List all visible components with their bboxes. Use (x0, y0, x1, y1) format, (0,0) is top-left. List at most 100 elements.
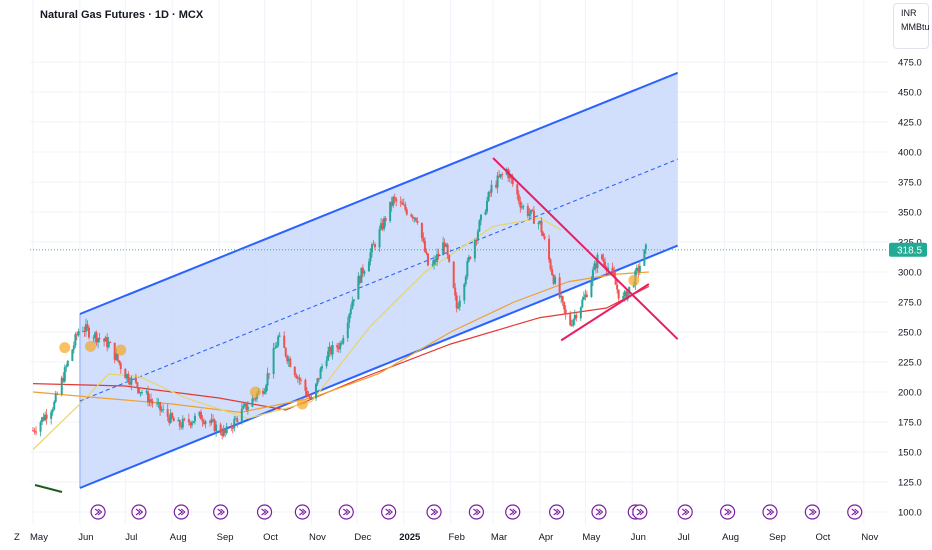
event-marker[interactable] (294, 504, 310, 520)
candle-body (310, 398, 313, 400)
candle-body (213, 419, 216, 432)
event-marker[interactable] (381, 504, 397, 520)
y-tick-label: 450.0 (898, 88, 922, 99)
forward-icon (217, 508, 225, 516)
event-marker[interactable] (90, 504, 106, 520)
candle-body (607, 267, 610, 272)
candle-body (201, 419, 204, 422)
highlight-dot (249, 386, 261, 398)
event-marker[interactable] (468, 504, 485, 520)
candle-body (190, 422, 193, 426)
highlight-dot (115, 344, 127, 356)
event-marker[interactable] (173, 504, 189, 520)
event-marker[interactable] (256, 504, 273, 520)
event-markers[interactable] (90, 504, 863, 520)
y-tick-label: 100.0 (898, 508, 922, 519)
event-marker[interactable] (213, 504, 229, 520)
moving-average-line (32, 285, 650, 411)
event-marker[interactable] (804, 504, 820, 520)
candle-body (479, 214, 482, 221)
x-tick-label: Dec (354, 532, 371, 543)
candle-body (469, 256, 472, 259)
candle-body (275, 345, 278, 348)
candle-body (573, 314, 576, 320)
candle-body (340, 342, 343, 344)
event-marker[interactable] (131, 504, 147, 520)
candle-body (349, 308, 352, 315)
event-marker[interactable] (591, 504, 607, 520)
candle-body (454, 287, 457, 296)
candle-body (582, 297, 585, 300)
candle-body (94, 332, 97, 338)
event-marker[interactable] (720, 504, 736, 520)
candle-body (426, 253, 429, 266)
candle-body (243, 403, 246, 406)
y-tick-label: 425.0 (898, 118, 922, 129)
x-tick-label: Sep (217, 532, 234, 543)
y-tick-label: 125.0 (898, 478, 922, 489)
candle-body (178, 420, 181, 427)
candle-body (564, 309, 567, 315)
candle-body (124, 369, 127, 379)
candle-body (181, 418, 184, 428)
forward-icon (94, 508, 103, 516)
x-tick-label: Sep (769, 532, 786, 543)
event-marker[interactable] (847, 504, 863, 520)
event-marker[interactable] (505, 504, 521, 520)
triangle-pattern (492, 157, 679, 342)
candle-body (150, 399, 153, 402)
measure-unit: MMBtu (901, 22, 930, 32)
triangle-lower-line (560, 283, 650, 342)
y-tick-label: 175.0 (898, 418, 922, 429)
candle-body (130, 377, 133, 385)
event-circle (720, 504, 736, 520)
candle-body (172, 418, 175, 422)
candle-body (304, 379, 307, 391)
candle-body (416, 220, 419, 223)
candle-body (125, 374, 128, 379)
candle-body (369, 252, 372, 262)
channel-mid-line (79, 158, 678, 402)
event-marker[interactable] (549, 504, 565, 520)
candle-body (77, 331, 80, 336)
candle-body (628, 286, 631, 292)
candle-body (325, 360, 328, 367)
event-marker[interactable] (632, 504, 648, 520)
event-marker[interactable] (762, 504, 778, 520)
candle-body (39, 422, 42, 432)
candle-body (147, 391, 150, 403)
time-axis[interactable]: May Jun Jul Aug Sep Oct Nov Dec 2025 Feb Mar Apr May… (14, 532, 879, 543)
candle-body (307, 396, 310, 398)
candle-body (489, 192, 492, 194)
candle-body (346, 322, 349, 339)
candle-body (203, 421, 206, 424)
candle-body (475, 239, 478, 241)
candle-body (319, 368, 322, 379)
candle-body (485, 200, 488, 212)
candle-body (457, 306, 460, 309)
candle-body (183, 418, 186, 420)
candle-body (425, 251, 428, 254)
candle-body (443, 242, 446, 247)
candle-body (632, 285, 635, 287)
candle-body (622, 296, 625, 299)
event-marker[interactable] (426, 504, 442, 520)
candle-body (192, 421, 195, 423)
candle-body (423, 240, 426, 252)
candle-body (543, 236, 546, 239)
candle-body (433, 259, 436, 265)
candle-body (484, 211, 487, 215)
price-axis[interactable]: 100.0 125.0 150.0 175.0 200.0 225.0 250.0 275.0… (30, 58, 927, 519)
channel-upper-line (79, 71, 679, 315)
candle-body (478, 220, 481, 232)
unit-selector[interactable]: INR MMBtu (893, 3, 930, 49)
candle-body (286, 356, 289, 362)
candle-body (162, 409, 165, 411)
event-marker[interactable] (338, 504, 354, 520)
event-marker[interactable] (677, 504, 693, 520)
x-tick-label: 2025 (399, 532, 421, 543)
x-tick-label: Nov (309, 532, 326, 543)
candle-body (390, 201, 393, 206)
candle-body (602, 258, 605, 262)
